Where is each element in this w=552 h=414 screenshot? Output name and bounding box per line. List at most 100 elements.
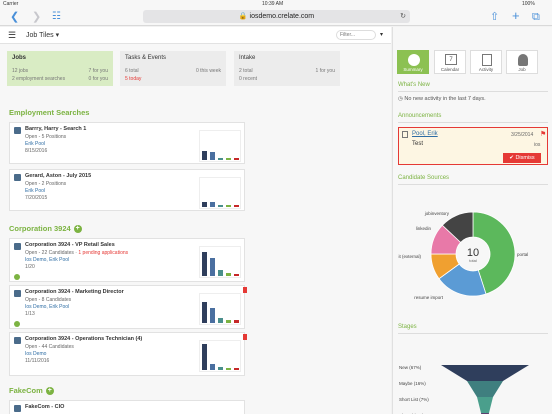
pipeline-chart — [199, 293, 241, 325]
tab-summary[interactable]: Summary — [397, 50, 429, 74]
announcement-author[interactable]: Pool, Erik — [412, 131, 438, 137]
dismiss-button[interactable]: ✔ Dismiss — [503, 153, 541, 163]
tab-label: Activity — [478, 67, 494, 72]
candidate-sources-chart: portal resume import it (external) linkedin… — [398, 211, 528, 300]
donut-slice — [472, 211, 516, 295]
section-employment-searches: Employment Searches — [9, 108, 90, 117]
divider — [398, 333, 548, 334]
sidebar: Summary 7 Calendar Activity Job What's N… — [392, 27, 552, 414]
candidate-sources-heading: Candidate Sources — [398, 175, 450, 181]
pipeline-chart — [199, 246, 241, 278]
job-owners[interactable]: Ios Demo, Erik Pool — [25, 257, 70, 263]
filter-dropdown-icon[interactable]: ▾ — [380, 32, 384, 38]
divider — [398, 91, 548, 92]
lock-icon: 🔒 — [238, 13, 248, 20]
job-status: Open - 44 Candidates — [25, 344, 74, 350]
pipeline-chart — [199, 177, 241, 209]
tab-label: Summary — [403, 67, 423, 72]
tile-tasks-events[interactable]: Tasks & Events 6 total 0 this week 5 toda… — [120, 51, 226, 86]
section-title: Corporation 3924 — [9, 224, 71, 233]
job-name: Barrry, Harry - Search 1 — [25, 126, 87, 132]
job-status: Open - 5 Positions — [25, 134, 67, 140]
tile-jobs[interactable]: Jobs 12 jobs 7 for you 2 employment searc… — [7, 51, 113, 86]
donut-label: linkedin — [416, 226, 432, 231]
job-card[interactable]: Gerard, Aston - July 2015 Open - 2 Posit… — [9, 169, 245, 211]
funnel-stage — [477, 397, 493, 413]
clock-icon: ◷ — [398, 96, 403, 102]
section-title: FakeCom — [9, 386, 43, 395]
pipeline-bar — [210, 258, 215, 276]
company-icon — [14, 337, 21, 344]
filter-input[interactable] — [336, 30, 376, 40]
job-card[interactable]: Corporation 3924 - Operations Technician… — [9, 332, 247, 376]
job-status: Open - 22 Candidates — [25, 250, 74, 256]
job-card[interactable]: Barrry, Harry - Search 1 Open - 5 Positi… — [9, 122, 245, 164]
main-panel: Jobs 12 jobs 7 for you 2 employment searc… — [0, 44, 391, 414]
battery-label: 100% — [522, 1, 535, 7]
share-icon[interactable]: ⇧ — [490, 11, 500, 23]
job-card[interactable]: Corporation 3924 - VP Retail Sales Open … — [9, 238, 245, 282]
job-name: Corporation 3924 - VP Retail Sales — [25, 242, 115, 248]
app-header: ☰ Job Tiles ▾ ▾ — [0, 27, 391, 44]
pipeline-bar — [202, 302, 207, 323]
tile-row: 2 total 1 for you — [239, 68, 335, 74]
pipeline-chart — [199, 340, 241, 372]
view-selector[interactable]: Job Tiles ▾ — [26, 32, 60, 39]
carrier-label: Carrier — [3, 1, 19, 7]
company-icon — [14, 405, 21, 412]
donut-label: portal — [517, 252, 528, 257]
tile-intake[interactable]: Intake 2 total 1 for you 0 recent — [234, 51, 340, 86]
url-field[interactable]: 🔒 iosdemo.crelate.com ↻ — [143, 10, 410, 23]
tab-label: Job — [518, 67, 526, 72]
section-corporation: Corporation 3924 + — [9, 224, 82, 234]
job-owners[interactable]: Erik Pool — [25, 188, 46, 194]
bookmarks-icon[interactable]: ☷ — [52, 11, 61, 22]
tile-row: 6 total 0 this week — [125, 68, 221, 74]
clock: 10:39 AM — [262, 1, 284, 7]
tab-calendar[interactable]: 7 Calendar — [434, 50, 466, 74]
job-owners[interactable]: Erik Pool — [25, 141, 46, 147]
job-owners[interactable]: Ios Demo — [25, 351, 47, 357]
job-card[interactable]: FakeCom - CIO — [9, 400, 245, 414]
globe-icon — [14, 274, 20, 280]
pipeline-bar — [226, 368, 231, 370]
tab-job[interactable]: Job — [506, 50, 538, 74]
dismiss-label: Dismiss — [515, 155, 535, 161]
job-date: 11/11/2016 — [25, 358, 50, 364]
pipeline-bar — [202, 252, 207, 276]
tab-activity[interactable]: Activity — [470, 50, 502, 74]
job-date: 8/15/2016 — [25, 148, 48, 154]
pipeline-bar — [234, 274, 239, 276]
pipeline-bar — [234, 320, 239, 323]
job-card[interactable]: Corporation 3924 - Marketing Director Op… — [9, 285, 247, 329]
job-name: Corporation 3924 - Marketing Director — [25, 289, 124, 295]
globe-icon — [14, 321, 20, 327]
job-owners[interactable]: Ios Demo, Erik Pool — [25, 304, 70, 310]
back-icon[interactable]: ❮ — [10, 11, 20, 23]
funnel-stage — [467, 381, 503, 397]
add-job-icon[interactable]: + — [45, 387, 54, 396]
donut-label: resume import — [414, 295, 444, 300]
pipeline-bar — [210, 202, 215, 207]
add-job-icon[interactable]: + — [73, 225, 82, 234]
pipeline-bar — [234, 368, 239, 370]
no-activity-text: ◷ No new activity in the last 7 days. — [398, 96, 486, 102]
reload-icon[interactable]: ↻ — [400, 13, 406, 20]
job-icon — [518, 54, 528, 66]
pipeline-bar — [218, 318, 223, 323]
company-icon — [14, 243, 21, 250]
donut-center-value: 10 — [467, 247, 479, 259]
menu-icon[interactable]: ☰ — [8, 30, 17, 40]
announcement-text: Test — [412, 141, 424, 147]
tab-label: Calendar — [440, 67, 460, 72]
tabs-icon[interactable]: ⧉ — [532, 11, 540, 23]
pipeline-bar — [210, 308, 215, 323]
pipeline-chart — [199, 130, 241, 162]
new-tab-icon[interactable]: + — [512, 8, 520, 23]
pie-chart-icon — [408, 54, 420, 66]
note-icon — [402, 131, 408, 138]
forward-icon[interactable]: ❯ — [32, 11, 42, 23]
pipeline-bar — [202, 344, 207, 370]
status-bar: Carrier 10:39 AM 100% — [0, 0, 552, 8]
pending-applications[interactable]: 1 pending applications — [78, 250, 129, 256]
